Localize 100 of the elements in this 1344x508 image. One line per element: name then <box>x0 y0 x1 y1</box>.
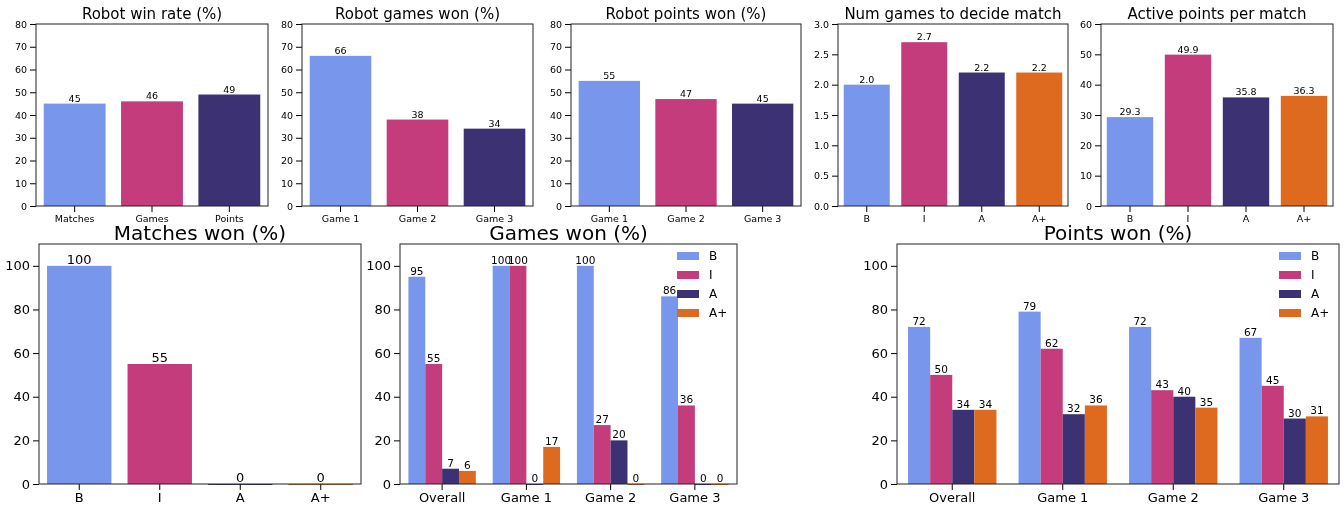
data-label: 49 <box>223 83 236 95</box>
y-tick-label: 40 <box>374 389 391 405</box>
y-tick-label: 40 <box>14 109 27 121</box>
data-label: 49.9 <box>1177 43 1199 55</box>
x-tick-label: Overall <box>929 490 976 506</box>
y-tick-label: 10 <box>1079 170 1092 182</box>
y-tick-label: 10 <box>14 177 27 189</box>
data-label: 29.3 <box>1119 106 1141 118</box>
y-tick-label: 30 <box>280 132 293 144</box>
y-tick-label: 60 <box>871 345 888 361</box>
chart-title: Games won (%) <box>489 221 648 245</box>
data-label: 2.2 <box>974 61 990 73</box>
y-tick-label: 30 <box>14 132 27 144</box>
x-tick-label: Game 1 <box>590 212 629 224</box>
y-tick-label: 20 <box>374 433 391 449</box>
y-tick-label: 20 <box>871 433 888 449</box>
y-tick-label: 1.5 <box>813 109 829 121</box>
y-tick-label: 40 <box>871 389 888 405</box>
data-label: 55 <box>427 352 441 364</box>
x-tick-label: Matches <box>54 212 95 224</box>
data-label: 43 <box>1155 378 1169 391</box>
x-tick-label: Game 1 <box>321 212 360 224</box>
x-tick-label: A+ <box>1296 212 1312 224</box>
data-label: 0 <box>632 472 640 484</box>
x-tick-label: Game 1 <box>1037 490 1089 506</box>
y-tick-label: 0.5 <box>813 170 829 182</box>
x-tick-label: Games <box>135 212 169 224</box>
data-label: 100 <box>66 251 92 267</box>
y-tick-label: 60 <box>1079 18 1092 30</box>
x-tick-label: Game 2 <box>398 212 437 224</box>
chart-title: Matches won (%) <box>113 221 287 245</box>
y-tick-label: 60 <box>280 64 293 76</box>
data-label: 66 <box>334 44 347 56</box>
x-tick-label: I <box>157 490 162 506</box>
data-label: 55 <box>151 350 169 365</box>
data-label: 0 <box>699 472 707 484</box>
data-label: 38 <box>411 108 424 120</box>
y-tick-label: 20 <box>13 433 30 449</box>
x-tick-label: I <box>922 212 926 224</box>
x-tick-label: A <box>978 212 986 224</box>
data-label: 72 <box>1133 314 1147 327</box>
data-label: 34 <box>956 397 971 410</box>
x-tick-label: Game 2 <box>1147 490 1199 506</box>
data-label: 40 <box>1177 384 1191 397</box>
x-tick-label: I <box>1186 212 1190 224</box>
y-tick-label: 80 <box>13 302 30 318</box>
x-tick-label: A+ <box>1032 212 1047 224</box>
data-label: 100 <box>575 253 596 266</box>
y-tick-label: 0 <box>1085 200 1092 212</box>
y-tick-label: 80 <box>549 18 562 30</box>
x-tick-label: Game 2 <box>585 490 637 506</box>
legend-label: B <box>709 249 718 263</box>
chart-title: Robot win rate (%) <box>81 5 223 23</box>
data-label: 36.3 <box>1293 84 1315 96</box>
y-tick-label: 80 <box>374 302 391 318</box>
data-label: 2.7 <box>916 31 932 43</box>
x-tick-label: B <box>1126 212 1134 224</box>
chart-title: Robot points won (%) <box>605 5 767 23</box>
y-tick-label: 70 <box>280 41 293 53</box>
y-tick-label: 0 <box>382 476 391 492</box>
data-label: 95 <box>410 264 424 277</box>
legend-label: A <box>1311 287 1320 301</box>
y-tick-label: 50 <box>549 86 562 98</box>
x-tick-label: A <box>235 490 245 506</box>
x-tick-label: Game 3 <box>669 490 721 506</box>
data-label: 72 <box>912 314 926 327</box>
legend-label: A <box>709 287 718 301</box>
y-tick-label: 20 <box>280 155 293 167</box>
data-label: 35.8 <box>1235 86 1257 98</box>
legend-label: I <box>709 268 713 282</box>
y-tick-label: 3.0 <box>813 18 829 30</box>
y-tick-label: 40 <box>1079 79 1092 91</box>
data-label: 35 <box>1199 395 1214 408</box>
y-tick-label: 0 <box>20 200 27 212</box>
y-tick-label: 0.0 <box>813 200 829 212</box>
x-tick-label: Game 3 <box>1258 490 1310 506</box>
data-label: 17 <box>544 434 559 447</box>
data-label: 0 <box>531 472 539 484</box>
data-label: 6 <box>464 458 472 471</box>
x-tick-label: Game 3 <box>475 212 514 224</box>
x-tick-label: A <box>1242 212 1250 224</box>
y-tick-label: 10 <box>549 177 562 189</box>
data-label: 27 <box>595 413 609 426</box>
x-tick-label: Game 1 <box>500 490 552 506</box>
data-label: 45 <box>756 92 769 104</box>
data-label: 86 <box>662 284 677 297</box>
data-label: 46 <box>145 90 159 102</box>
y-tick-label: 100 <box>863 258 888 274</box>
y-tick-label: 50 <box>1079 48 1092 60</box>
y-tick-label: 50 <box>14 86 27 98</box>
y-tick-label: 0 <box>555 200 562 212</box>
y-tick-label: 20 <box>14 155 27 167</box>
chart-title: Robot games won (%) <box>334 5 501 23</box>
data-label: 36 <box>679 393 694 406</box>
data-label: 34 <box>978 397 993 410</box>
y-tick-label: 60 <box>14 64 27 76</box>
y-tick-label: 20 <box>1079 139 1092 151</box>
data-label: 67 <box>1243 325 1258 338</box>
chart-title: Points won (%) <box>1043 221 1193 245</box>
y-tick-label: 80 <box>871 302 888 318</box>
